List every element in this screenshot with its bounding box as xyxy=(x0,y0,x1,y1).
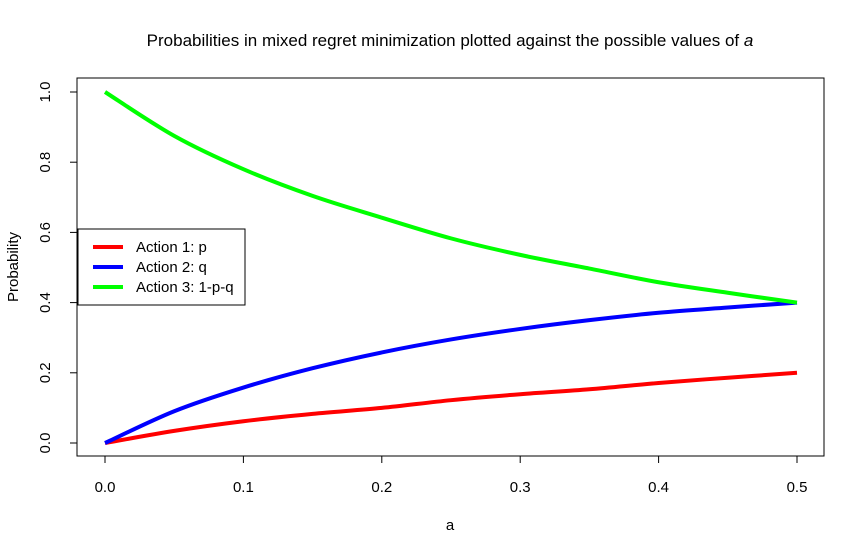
y-tick-label: 1.0 xyxy=(37,82,54,103)
series-line-2 xyxy=(104,300,798,445)
y-tick-label: 0.6 xyxy=(37,222,54,243)
y-tick-label: 0.2 xyxy=(37,362,54,383)
legend: Action 1: p Action 2: q Action 3: 1-p-q xyxy=(77,228,246,306)
legend-label: Action 1: p xyxy=(136,239,207,256)
chart-title: Probabilities in mixed regret minimizati… xyxy=(147,31,754,50)
legend-label: Action 2: q xyxy=(136,259,207,276)
series-line-1 xyxy=(104,370,798,445)
chart-title-italic: a xyxy=(744,31,753,50)
x-tick-label: 0.0 xyxy=(95,479,116,496)
x-tick-label: 0.2 xyxy=(371,479,392,496)
series-line-3 xyxy=(103,90,798,305)
x-axis: 0.0 0.1 0.2 0.3 0.4 0.5 xyxy=(95,455,808,496)
x-tick-label: 0.4 xyxy=(648,479,669,496)
y-axis-label: Probability xyxy=(5,231,22,302)
series-layer xyxy=(103,90,798,445)
x-axis-label: a xyxy=(446,517,455,534)
y-tick-label: 0.4 xyxy=(37,292,54,313)
x-tick-label: 0.5 xyxy=(787,479,808,496)
y-tick-label: 0.0 xyxy=(37,433,54,454)
y-axis: 0.0 0.2 0.4 0.6 0.8 1.0 xyxy=(37,82,78,454)
x-tick-label: 0.3 xyxy=(510,479,531,496)
y-tick-label: 0.8 xyxy=(37,152,54,173)
x-tick-label: 0.1 xyxy=(233,479,254,496)
legend-label: Action 3: 1-p-q xyxy=(136,279,234,296)
chart-title-main: Probabilities in mixed regret minimizati… xyxy=(147,31,744,50)
